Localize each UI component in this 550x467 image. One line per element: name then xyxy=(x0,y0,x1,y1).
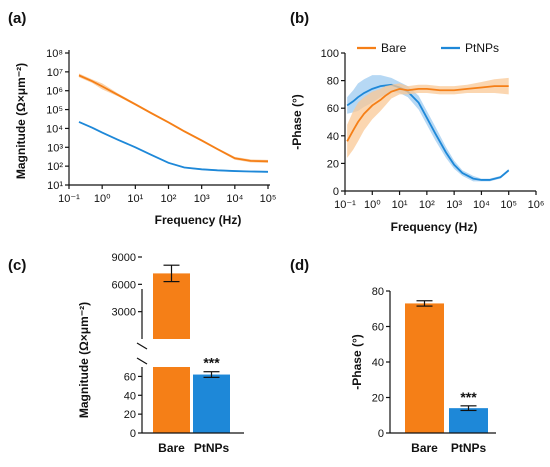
chart-a-axes: 10⁻¹ 10⁰ 10¹ 10² 10³ 10⁴ 10⁵ 10¹ 10² 10³ 10⁴ 10⁵ 10⁶… xyxy=(46,48,276,205)
chart-b-ytick-label: 20 xyxy=(327,158,339,170)
chart-a-xtick-label: 10⁵ xyxy=(260,193,277,205)
chart-a-xlabel: Frequency (Hz) xyxy=(155,213,242,227)
chart-c-ytick-label: 3000 xyxy=(112,307,136,319)
chart-b-xtick-label: 10⁵ xyxy=(500,199,517,211)
chart-c-ytick-label: 60 xyxy=(124,371,136,383)
chart-c-ytick-label: 9000 xyxy=(112,252,136,264)
chart-a-line-bare xyxy=(78,74,269,163)
chart-a-band-bare xyxy=(78,73,268,163)
chart-b-band-ptnps xyxy=(347,75,509,182)
chart-d-ytick-label: 0 xyxy=(378,428,384,440)
chart-a-ytick-label: 10⁵ xyxy=(46,105,63,117)
chart-c-bar-bare-upper xyxy=(153,273,190,339)
chart-c-ytick-label: 6000 xyxy=(112,279,136,291)
chart-d-significance: *** xyxy=(460,389,477,405)
chart-c-axes: 0 20 40 60 3000 6000 9000 Bare PtNPs xyxy=(112,252,244,455)
chart-a-line-ptnps xyxy=(78,121,269,173)
chart-c-bar-bare-lower xyxy=(153,367,190,433)
chart-a-ytick-label: 10² xyxy=(47,161,63,173)
chart-b: 10⁻¹ 10⁰ 10¹ 10² 10³ 10⁴ 10⁵ 10⁶ 0 20 40 60 80 100 Ba… xyxy=(290,41,544,234)
chart-c-ytick-label: 20 xyxy=(124,409,136,421)
chart-a-ytick-label: 10⁶ xyxy=(46,86,63,98)
chart-c-ytick-label: 40 xyxy=(124,390,136,402)
chart-d-axes: 0 20 40 60 80 Bare PtNPs xyxy=(372,286,496,455)
chart-b-line-ptnps xyxy=(346,83,510,181)
chart-c-bar-ptnps xyxy=(193,374,230,433)
panel-label-a: (a) xyxy=(8,10,26,27)
panel-label-d: (d) xyxy=(290,257,309,274)
chart-a-xtick-label: 10³ xyxy=(194,193,210,205)
chart-d-ytick-label: 20 xyxy=(372,393,384,405)
chart-b-xtick-label: 10⁴ xyxy=(473,199,490,211)
chart-a-xtick-label: 10² xyxy=(161,193,177,205)
chart-b-xtick-label: 10⁰ xyxy=(364,199,381,211)
chart-b-xtick-label: 10³ xyxy=(446,199,462,211)
chart-d: *** 0 20 40 60 80 Bare PtNPs -Phase (°) xyxy=(350,286,496,455)
chart-b-legend: Bare PtNPs xyxy=(357,41,499,55)
chart-a-series xyxy=(78,73,269,173)
legend-label-bare: Bare xyxy=(381,41,407,55)
chart-b-xtick-label: 10² xyxy=(419,199,435,211)
chart-b-xlabel: Frequency (Hz) xyxy=(391,220,478,234)
chart-b-ytick-label: 60 xyxy=(327,103,339,115)
chart-c-significance: *** xyxy=(203,355,220,371)
chart-a-ytick-label: 10¹ xyxy=(47,180,63,192)
chart-d-category-label: PtNPs xyxy=(451,441,487,455)
chart-d-bar-ptnps xyxy=(449,408,488,433)
chart-a-xtick-label: 10⁻¹ xyxy=(58,193,80,205)
chart-a-ytick-label: 10³ xyxy=(47,142,63,154)
legend-label-ptnps: PtNPs xyxy=(465,41,499,55)
chart-b-ytick-label: 80 xyxy=(327,76,339,88)
chart-a-ytick-label: 10⁸ xyxy=(46,48,63,60)
chart-a-ylabel: Magnitude (Ω×μm⁻²) xyxy=(14,63,28,179)
chart-b-line-bare xyxy=(346,85,509,142)
chart-a-ytick-label: 10⁴ xyxy=(46,123,63,135)
chart-c-ylabel: Magnitude (Ω×μm⁻²) xyxy=(77,302,91,418)
chart-b-ytick-label: 100 xyxy=(321,48,339,60)
chart-a-xtick-label: 10¹ xyxy=(127,193,143,205)
chart-b-ytick-label: 40 xyxy=(327,131,339,143)
chart-d-ytick-label: 80 xyxy=(372,286,384,298)
chart-a-xtick-label: 10⁴ xyxy=(226,193,243,205)
chart-c-category-label: Bare xyxy=(158,441,185,455)
chart-b-xtick-label: 10¹ xyxy=(392,199,408,211)
chart-b-band-bare xyxy=(347,77,509,158)
chart-b-series xyxy=(346,75,510,182)
chart-b-axes: 10⁻¹ 10⁰ 10¹ 10² 10³ 10⁴ 10⁵ 10⁶ 0 20 40 60 80 100 xyxy=(321,48,545,211)
panel-label-b: (b) xyxy=(290,10,309,27)
chart-b-ytick-label: 0 xyxy=(333,186,339,198)
chart-d-ytick-label: 60 xyxy=(372,322,384,334)
chart-c-axis-break xyxy=(136,342,148,350)
chart-d-bar-bare xyxy=(405,303,444,433)
chart-a-ytick-label: 10⁷ xyxy=(47,67,63,79)
chart-d-category-label: Bare xyxy=(411,441,438,455)
chart-d-bars: *** xyxy=(405,300,488,433)
chart-a: 10⁻¹ 10⁰ 10¹ 10² 10³ 10⁴ 10⁵ 10¹ 10² 10³ 10⁴ 10⁵ 10⁶… xyxy=(14,48,276,227)
chart-c-axis-break xyxy=(136,357,148,365)
chart-d-ylabel: -Phase (°) xyxy=(350,334,364,389)
panel-label-c: (c) xyxy=(8,257,26,274)
chart-c-ytick-label: 0 xyxy=(130,428,136,440)
chart-b-xtick-label: 10⁻¹ xyxy=(334,199,356,211)
chart-d-ytick-label: 40 xyxy=(372,357,384,369)
chart-b-ylabel: -Phase (°) xyxy=(290,94,304,149)
chart-b-xtick-label: 10⁶ xyxy=(528,199,545,211)
chart-c-category-label: PtNPs xyxy=(194,441,230,455)
chart-a-xtick-label: 10⁰ xyxy=(94,193,111,205)
chart-c-bars: *** xyxy=(153,264,230,433)
chart-c: *** 0 20 40 60 3000 6000 9000 Bare PtNPs Magnitu… xyxy=(77,252,244,455)
